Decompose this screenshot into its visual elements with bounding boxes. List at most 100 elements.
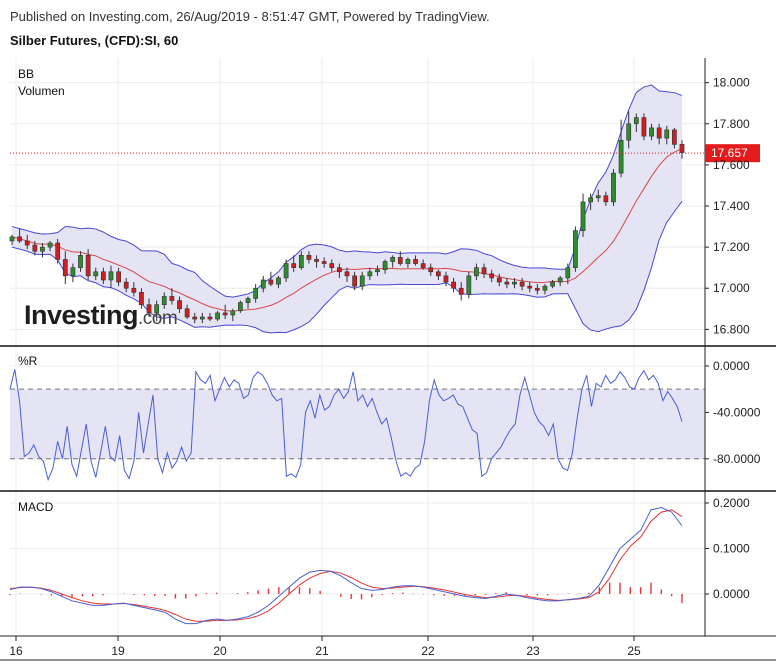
candle-body	[580, 201, 586, 231]
candle-body	[542, 285, 548, 291]
candle-body	[390, 257, 396, 262]
candle-body	[192, 316, 198, 320]
frame-layer	[0, 58, 776, 661]
candle-body	[633, 117, 639, 125]
candle-body	[618, 139, 624, 174]
candle-body	[298, 255, 304, 268]
candle-body	[512, 281, 517, 285]
candle-body	[588, 197, 594, 203]
bollinger-upper-line	[11, 84, 683, 298]
candle-body	[420, 263, 426, 268]
candle-body	[519, 281, 525, 287]
candle-body	[199, 316, 205, 320]
last-price-tag	[705, 144, 760, 163]
price-tick-label: 17.800	[713, 117, 750, 131]
price-panel	[9, 84, 705, 334]
candle-body	[557, 277, 563, 283]
candle-body	[344, 271, 350, 277]
price-tick-label: 16.800	[713, 322, 750, 336]
candle-body	[611, 172, 616, 203]
candle-body	[276, 277, 281, 285]
candle-body	[100, 271, 106, 281]
candle-body	[458, 287, 464, 295]
candle-body	[656, 127, 662, 139]
candle-body	[337, 267, 342, 273]
candle-body	[603, 195, 609, 203]
candle-body	[283, 263, 289, 279]
candle-body	[9, 236, 15, 242]
candle-body	[78, 255, 83, 268]
candle-body	[108, 271, 114, 281]
candle-body	[62, 259, 68, 277]
candle-body	[260, 279, 266, 289]
candle-body	[527, 285, 533, 289]
candle-body	[291, 263, 297, 268]
candle-body	[649, 127, 654, 137]
candle-body	[375, 269, 380, 273]
macd-panel	[9, 507, 683, 625]
price-tick-label: 17.200	[713, 240, 750, 254]
wr-tick-label: -40.0000	[713, 405, 761, 419]
candle-body	[238, 302, 243, 312]
candle-body	[489, 273, 495, 279]
candle-body	[550, 281, 555, 287]
candle-body	[321, 261, 327, 264]
bollinger-lower-line	[11, 201, 683, 334]
candle-body	[481, 267, 487, 275]
candle-body	[405, 259, 411, 264]
logo-brand: Investing	[24, 300, 139, 330]
candle-body	[534, 287, 540, 291]
candle-body	[245, 298, 251, 303]
candle-body	[47, 242, 53, 248]
candle-body	[504, 281, 510, 285]
candle-body	[215, 312, 220, 320]
day-tick-label: 22	[421, 644, 435, 658]
candle-body	[474, 267, 479, 277]
candle-body	[146, 304, 152, 314]
candle-body	[116, 271, 121, 283]
candle-body	[451, 281, 456, 289]
candle-body	[253, 287, 259, 299]
williams-r-label: %R	[18, 354, 38, 368]
candle-body	[428, 267, 434, 273]
candle-body	[397, 257, 403, 264]
candle-body	[496, 277, 502, 283]
candle-body	[24, 240, 30, 246]
day-tick-label: 19	[111, 644, 125, 658]
macd-label: MACD	[18, 500, 54, 514]
day-tick-label: 20	[213, 644, 227, 658]
day-tick-label: 21	[315, 644, 329, 658]
candle-body	[93, 271, 99, 277]
candle-body	[466, 275, 472, 295]
candle-body	[382, 261, 388, 271]
last-price-label: 17.657	[711, 146, 748, 160]
price-tick-label: 18.000	[713, 76, 750, 90]
logo-suffix: .com	[138, 308, 178, 329]
axis-layer: 17.657 18.000 17.800 17.600 17.400 17.200 17.0…	[9, 76, 760, 658]
candle-body	[40, 246, 45, 252]
candle-body	[664, 129, 670, 139]
macd-tick-label: 0.2000	[713, 496, 750, 510]
candle-body	[595, 195, 601, 199]
candle-body	[154, 304, 160, 314]
candle-body	[55, 242, 61, 260]
candle-body	[230, 310, 236, 316]
candle-body	[207, 316, 213, 320]
day-tick-label: 23	[526, 644, 540, 658]
candle-body	[169, 296, 175, 301]
candle-body	[306, 255, 312, 260]
candle-body	[359, 275, 365, 287]
macd-tick-label: 0.0000	[713, 587, 750, 601]
day-tick-label: 16	[9, 644, 23, 658]
volume-label: Volumen	[18, 84, 65, 98]
candle-body	[139, 292, 144, 305]
symbol-title: Silber Futures, (CFD):SI, 60	[10, 33, 179, 48]
price-tick-label: 17.400	[713, 199, 750, 213]
candle-body	[352, 275, 357, 287]
wr-tick-label: -80.0000	[713, 452, 761, 466]
published-caption: Published on Investing.com, 26/Aug/2019 …	[10, 9, 490, 24]
williams-r-line	[9, 369, 683, 482]
candle-body	[443, 275, 449, 283]
candle-body	[268, 279, 274, 285]
candle-body	[161, 296, 167, 305]
